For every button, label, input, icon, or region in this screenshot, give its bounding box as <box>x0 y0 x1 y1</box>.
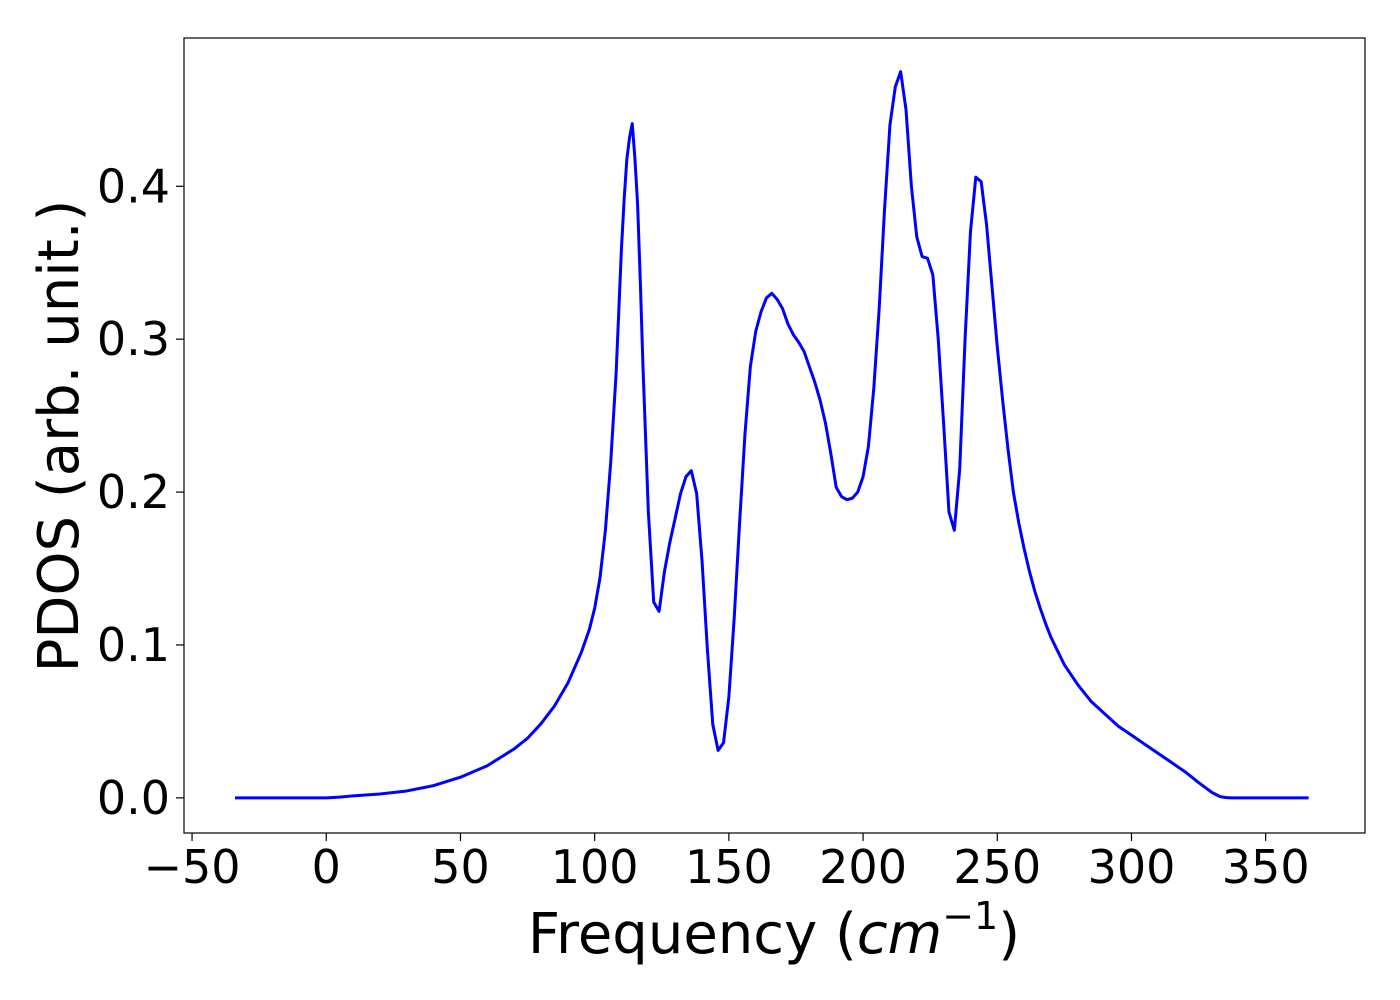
x-tick-label: 0 <box>312 840 341 894</box>
pdos-series-line-0 <box>235 70 1309 800</box>
y-tick-label: 0.1 <box>97 618 170 672</box>
x-tick-label: 300 <box>1088 840 1176 894</box>
x-axis-label: Frequency (cm−1) <box>528 894 1020 967</box>
x-axis-label-prefix: Frequency ( <box>528 902 857 967</box>
y-axis-label: PDOS (arb. unit.) <box>27 200 92 673</box>
x-tick-label: 50 <box>431 840 490 894</box>
x-tick-label: 100 <box>551 840 639 894</box>
x-tick-label: 350 <box>1222 840 1310 894</box>
y-tick-label: 0.2 <box>97 465 170 519</box>
y-axis-ticks: 0.0 0.1 0.2 0.3 0.4 <box>97 159 184 825</box>
x-tick-label: 150 <box>685 840 773 894</box>
x-axis-label-math: cm <box>857 902 942 967</box>
x-axis-label-exponent: −1 <box>942 894 998 938</box>
x-axis-ticks: −50 0 50 100 150 200 250 300 350 <box>144 833 1310 894</box>
x-axis-label-suffix: ) <box>998 902 1020 967</box>
x-tick-label: 200 <box>819 840 907 894</box>
y-tick-label: 0.4 <box>97 159 170 213</box>
plot-frame <box>183 37 1366 834</box>
plot-area <box>183 37 1366 834</box>
y-tick-label: 0.0 <box>97 771 170 825</box>
y-tick-label: 0.3 <box>97 312 170 366</box>
x-tick-label: −50 <box>144 840 241 894</box>
x-tick-label: 250 <box>953 840 1041 894</box>
